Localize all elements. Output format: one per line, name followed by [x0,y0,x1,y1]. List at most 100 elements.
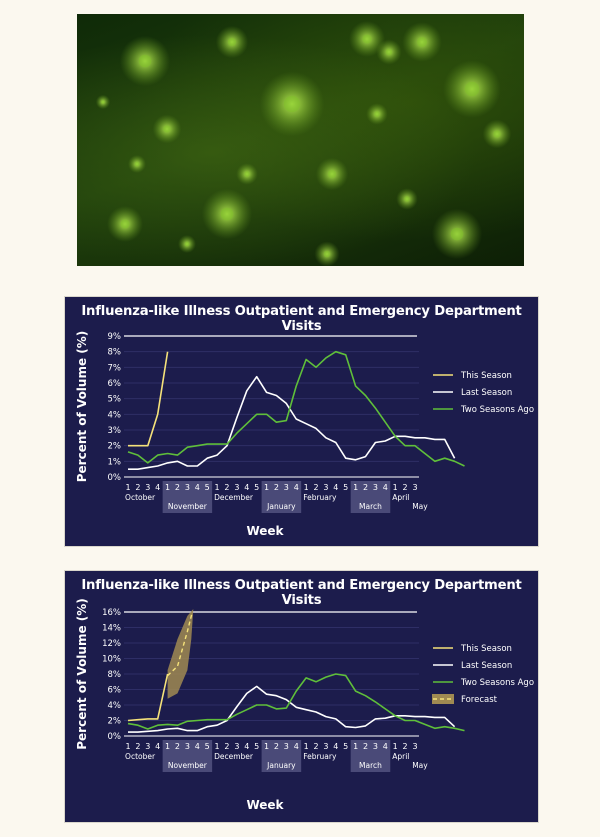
week-label: 1 [125,483,130,492]
week-label: 5 [343,483,348,492]
forecast-line [167,611,193,677]
week-label: 4 [244,742,249,751]
week-label: 5 [343,742,348,751]
week-label: 1 [215,742,220,751]
virus-particle-core [184,241,190,247]
y-tick-label: 1% [108,457,122,467]
virus-particle-core [450,227,464,241]
month-label: March [359,761,382,770]
week-label: 1 [215,483,220,492]
week-label: 3 [373,483,378,492]
month-label: April [392,493,409,502]
week-label: 4 [294,483,299,492]
week-label: 2 [274,483,279,492]
y-tick-label: 4% [108,410,122,420]
week-label: 2 [135,742,140,751]
y-tick-label: 6% [108,379,122,389]
month-label: November [168,761,208,770]
series-line-two-seasons-ago [127,350,465,467]
virus-particle-core [120,219,130,229]
chart-panel-2: Influenza-like Illness Outpatient and Em… [64,570,539,823]
month-band [350,481,391,513]
week-label: 5 [254,483,259,492]
month-band [261,481,302,513]
month-band [162,740,213,772]
virus-particle-core [163,125,171,133]
week-label: 2 [313,742,318,751]
virus-particle-core [323,250,331,258]
week-label: 3 [323,483,328,492]
virus-particle-core [493,130,501,138]
series-line-two-seasons-ago [127,673,465,732]
legend-label: Two Seasons Ago [460,405,534,415]
week-label: 4 [383,742,388,751]
month-label: February [303,752,337,761]
week-label: 2 [363,483,368,492]
week-label: 2 [403,742,408,751]
week-label: 2 [224,483,229,492]
week-label: 2 [135,483,140,492]
y-tick-label: 16% [102,608,121,618]
y-tick-label: 8% [108,348,122,358]
x-axis-title: Week [246,524,284,538]
week-label: 4 [195,483,200,492]
week-label: 4 [244,483,249,492]
virus-particle-core [283,95,301,113]
week-label: 3 [412,742,417,751]
month-band [261,740,302,772]
week-label: 5 [205,742,210,751]
week-label: 3 [145,742,150,751]
week-label: 3 [412,483,417,492]
week-label: 1 [125,742,130,751]
week-label: 3 [234,742,239,751]
y-tick-label: 2% [108,442,122,452]
virus-particle-core [404,196,410,202]
month-label: May [412,502,428,511]
virus-particles-image [77,14,524,266]
week-label: 1 [264,742,269,751]
week-label: 1 [165,483,170,492]
week-label: 3 [234,483,239,492]
week-label: 3 [145,483,150,492]
week-label: 2 [175,742,180,751]
week-label: 1 [264,483,269,492]
week-label: 2 [274,742,279,751]
virus-particle-core [374,111,380,117]
week-label: 1 [353,742,358,751]
virus-particle-core [417,37,427,47]
week-label: 3 [284,742,289,751]
virus-particle-core [227,37,237,47]
virus-particle-core [362,34,372,44]
legend-label: Forecast [461,695,498,705]
chart-panel-1: Influenza-like Illness Outpatient and Em… [64,296,539,547]
month-label: March [359,502,382,511]
y-tick-label: 7% [108,363,122,373]
week-label: 3 [284,483,289,492]
y-tick-label: 4% [108,701,122,711]
virus-particle-core [385,48,393,56]
virus-particles-graphic [95,21,512,266]
month-band [350,740,391,772]
week-label: 4 [333,483,338,492]
legend-label: This Season [460,644,512,654]
ili-chart-current: 0%1%2%3%4%5%6%7%8%9%1 2 3 4 1 2 3 4 5 1 2 3 4 5 1 2 3 4 1 2… [75,331,534,538]
virus-particle-core [101,100,105,104]
chart-title: Influenza-like Illness Outpatient and Em… [81,578,522,608]
week-label: 4 [195,742,200,751]
series-line-last-season [128,375,456,470]
virus-particle-core [138,54,152,68]
month-label: January [266,761,296,770]
week-label: 2 [313,483,318,492]
ili-chart-forecast: 0%2%4%6%8%10%12%14%16%1 2 3 4 1 2 3 4 5 1 2 3 4 5 1 2 3 4… [75,598,534,812]
week-label: 2 [403,483,408,492]
week-label: 2 [363,742,368,751]
week-label: 4 [294,742,299,751]
month-label: December [214,752,254,761]
month-label: October [125,752,156,761]
week-label: 1 [304,483,309,492]
legend-label: Two Seasons Ago [460,678,534,688]
week-label: 3 [185,483,190,492]
week-label: 1 [304,742,309,751]
month-label: November [168,502,208,511]
week-label: 3 [373,742,378,751]
